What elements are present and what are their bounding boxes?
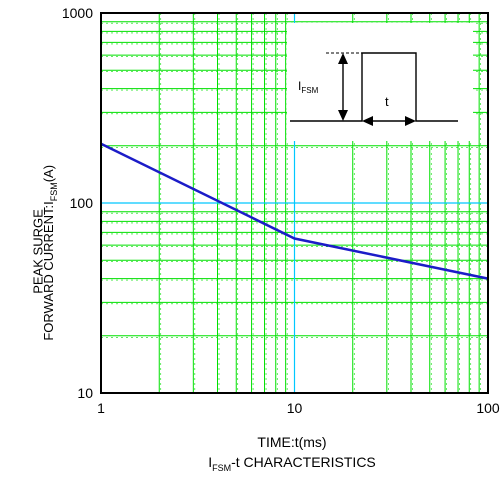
y-tick-label: 100 xyxy=(70,195,94,211)
pulse-waveform xyxy=(290,52,458,122)
inset-waveform: IFSM t xyxy=(290,52,458,126)
inset-ifsm-label: IFSM xyxy=(298,79,319,95)
x-tick-label: 10 xyxy=(287,400,303,416)
plot-frame xyxy=(100,12,489,394)
subtitle-suffix: -t CHARACTERISTICS xyxy=(231,454,376,470)
series-line xyxy=(100,142,489,280)
ifsm-arrow-head-up xyxy=(338,53,348,64)
x-tick-label: 100 xyxy=(476,400,500,416)
subtitle-prefix: I xyxy=(208,454,213,470)
x-tick-label: 1 xyxy=(97,400,105,416)
t-arrow-head-right xyxy=(405,116,416,126)
x-axis-label: TIME:t(ms) xyxy=(257,434,327,450)
y-tick-label: 1000 xyxy=(62,5,93,21)
inset-t-label: t xyxy=(385,94,389,109)
inset-background xyxy=(287,23,473,141)
subtitle-sub: FSM xyxy=(212,462,232,473)
ifsm-arrow-head-down xyxy=(338,110,348,121)
chart-subtitle: IFSM-t CHARACTERISTICS xyxy=(96,454,488,473)
y-tick-label: 10 xyxy=(77,385,93,401)
t-arrow-head-left xyxy=(362,116,373,126)
